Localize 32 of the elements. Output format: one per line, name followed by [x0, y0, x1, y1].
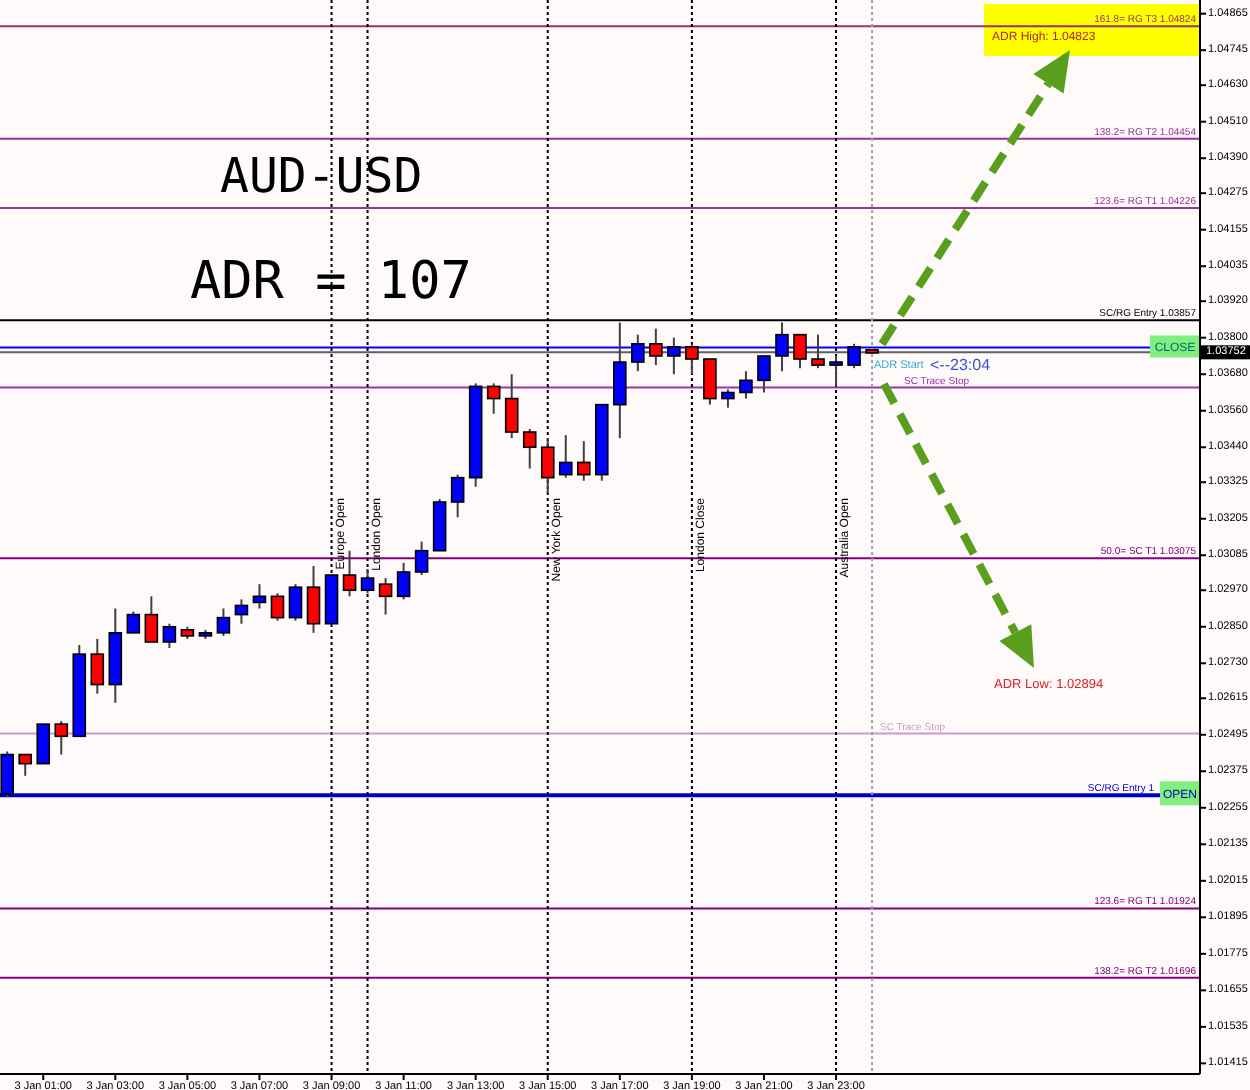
annotation: <--23:04 [930, 356, 992, 374]
candlestick [90, 637, 105, 695]
candlestick [216, 607, 231, 637]
candlestick [414, 540, 429, 577]
candlestick [486, 382, 501, 415]
candlestick [306, 564, 321, 634]
candlestick [288, 583, 303, 622]
candlestick [0, 750, 15, 799]
candlestick [576, 440, 591, 482]
candlestick [162, 622, 177, 650]
candlestick [36, 723, 51, 765]
candlestick [811, 333, 825, 370]
candlestick [558, 434, 573, 479]
candlestick [18, 753, 33, 777]
candlestick [54, 720, 69, 756]
candlestick [739, 370, 753, 400]
candlestick [126, 610, 141, 634]
candlestick [757, 354, 771, 394]
candlestick [270, 592, 285, 622]
candlestick [396, 561, 411, 601]
candlestick [522, 427, 537, 470]
text: AUD-USD [220, 148, 423, 204]
candlestick [378, 577, 393, 616]
candlestick [721, 388, 735, 409]
candlestick [649, 327, 663, 367]
candlestick [793, 333, 807, 370]
candlestick [144, 595, 159, 643]
candlestick [703, 358, 717, 406]
candlestick [450, 473, 465, 519]
candlestick [234, 598, 249, 625]
candlestick [504, 373, 519, 440]
text: ADR = 107 [190, 252, 472, 312]
